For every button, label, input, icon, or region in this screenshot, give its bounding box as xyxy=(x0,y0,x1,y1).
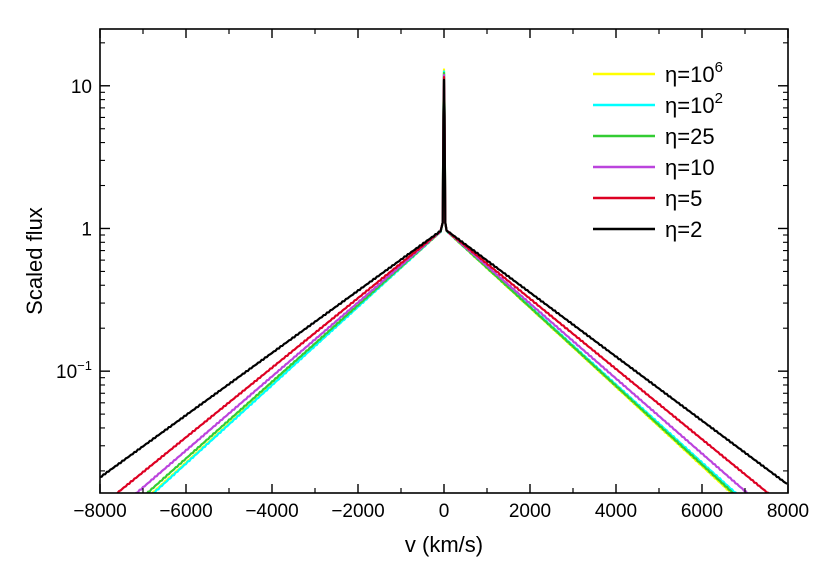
series-line xyxy=(100,78,788,485)
y-tick-label: 10−1 xyxy=(56,358,92,383)
legend: η=106 η=102 η=25 η=10 η=5 η=2 xyxy=(593,59,723,242)
x-tick-label: −6000 xyxy=(159,501,212,522)
x-tick-label: −8000 xyxy=(73,501,126,522)
series-line xyxy=(145,71,735,493)
x-axis: −8000 −6000 −4000 −2000 0 2000 4000 6000 8000 xyxy=(73,29,809,522)
x-tick-label: 8000 xyxy=(767,501,809,522)
legend-label: η=5 xyxy=(665,186,702,211)
x-tick-label: 2000 xyxy=(509,501,551,522)
legend-label: η=2 xyxy=(665,217,702,242)
legend-label: η=102 xyxy=(665,90,723,118)
legend-label: η=106 xyxy=(665,59,723,87)
series-line xyxy=(114,76,770,493)
legend-label: η=10 xyxy=(665,155,715,180)
y-tick-label: 10 xyxy=(71,77,92,98)
y-axis: 10−1 1 10 xyxy=(56,42,788,472)
x-tick-label: 4000 xyxy=(595,501,637,522)
series-layer xyxy=(100,68,788,493)
legend-label: η=25 xyxy=(665,124,715,149)
x-tick-label: −4000 xyxy=(245,501,298,522)
x-tick-label: −2000 xyxy=(331,501,384,522)
x-axis-title: v (km/s) xyxy=(405,532,483,557)
series-line xyxy=(134,73,749,493)
y-axis-title: Scaled flux xyxy=(22,207,47,315)
y-tick-label: 1 xyxy=(81,219,92,240)
x-tick-label: 0 xyxy=(439,501,450,522)
x-tick-label: 6000 xyxy=(681,501,723,522)
